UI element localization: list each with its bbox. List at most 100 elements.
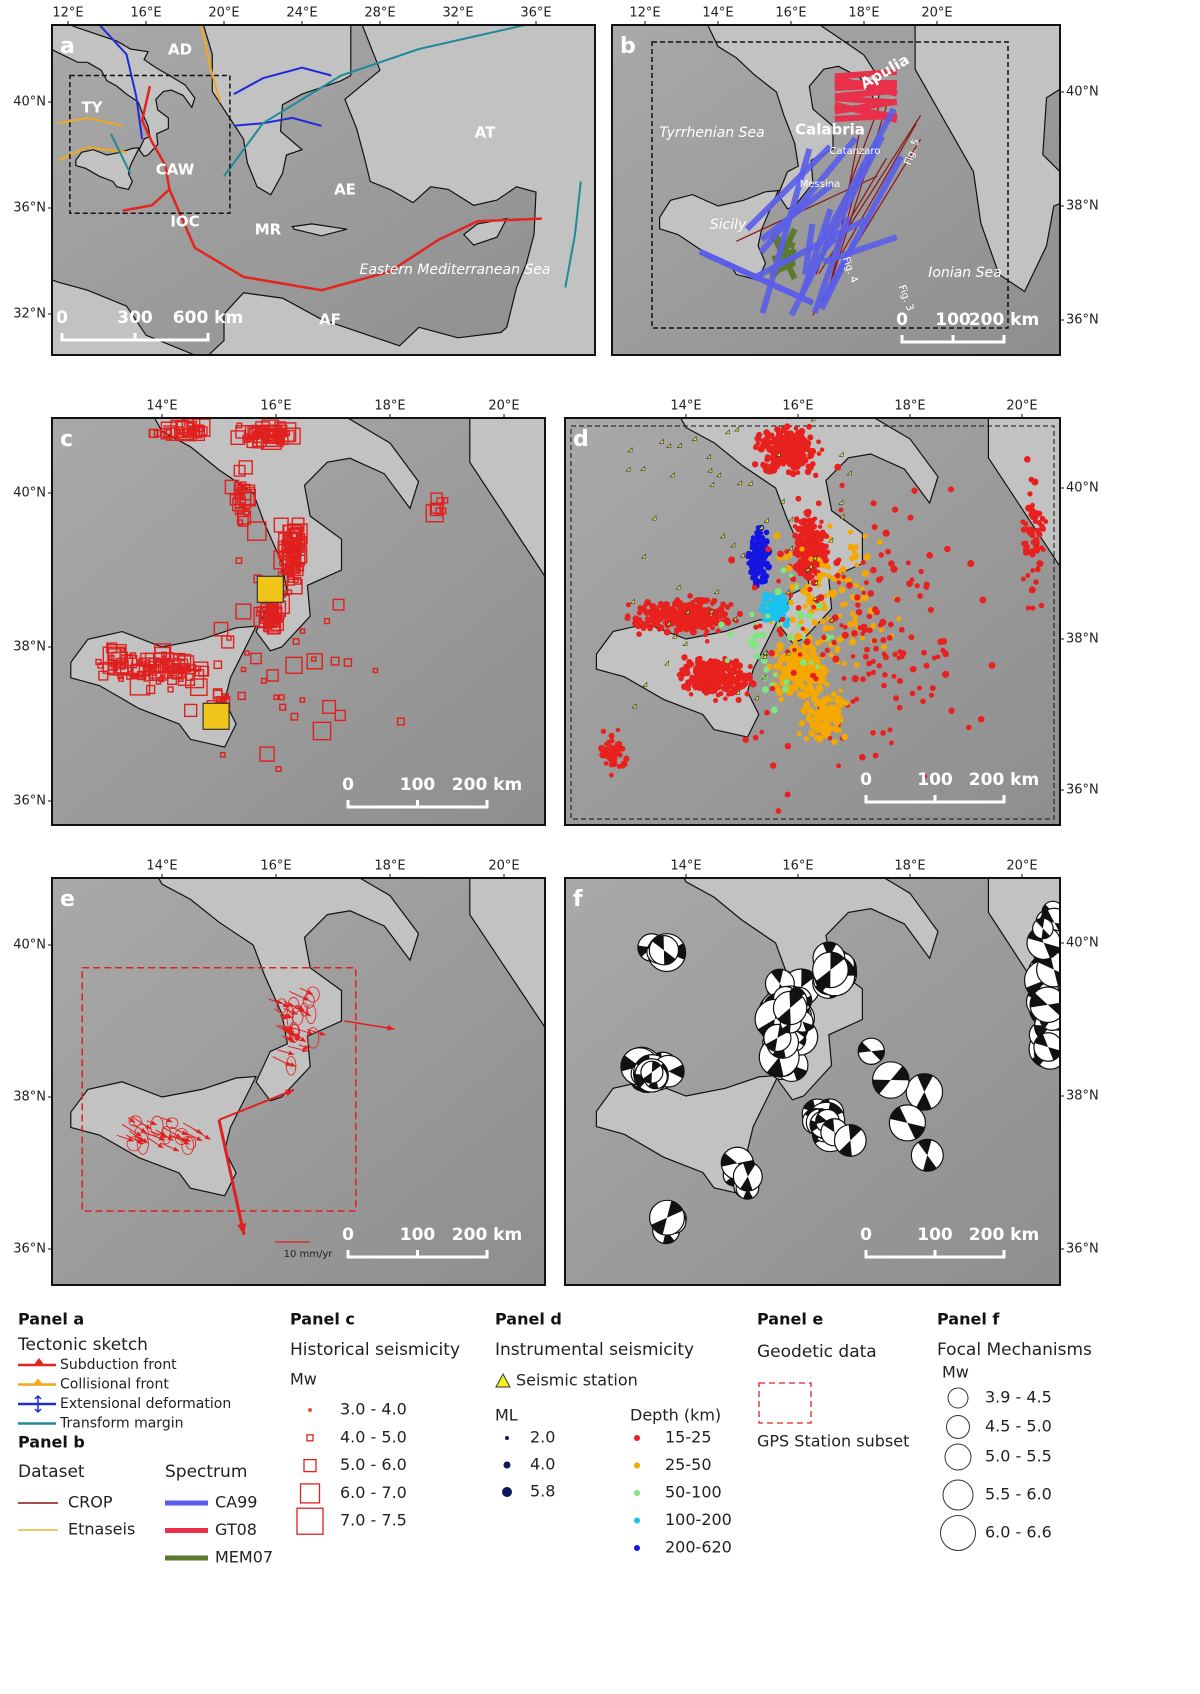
instrumental-event [855, 602, 861, 608]
station [640, 465, 646, 471]
instrumental-event [873, 645, 879, 652]
instrumental-event [813, 711, 821, 719]
instrumental-event [796, 668, 804, 675]
instrumental-event [926, 551, 934, 559]
instrumental-event [929, 685, 936, 692]
instrumental-event [797, 558, 804, 565]
historical-event [98, 670, 109, 681]
instrumental-event [820, 712, 827, 718]
instrumental-event [827, 735, 833, 741]
instrumental-event [753, 624, 759, 630]
instrumental-event [823, 593, 828, 598]
scale-label: 200 km [969, 770, 1039, 790]
instrumental-event [871, 524, 878, 530]
legend-dot [505, 1436, 509, 1440]
instrumental-event [609, 772, 614, 778]
instrumental-event [988, 662, 996, 669]
instrumental-event [878, 575, 884, 581]
instrumental-event [827, 704, 835, 712]
instrumental-event [794, 516, 800, 522]
instrumental-event [859, 635, 865, 641]
instrumental-event [602, 749, 610, 756]
instrumental-event [755, 541, 763, 549]
instrumental-event [851, 619, 858, 627]
instrumental-event [760, 657, 768, 665]
x-tick-label: 16°E [130, 6, 161, 21]
station [676, 442, 682, 448]
instrumental-event [796, 731, 802, 737]
station [713, 588, 719, 595]
instrumental-event [800, 587, 808, 595]
instrumental-event [769, 462, 776, 469]
legend-text: CROP [68, 1493, 113, 1512]
instrumental-event [705, 597, 711, 603]
focal-quadrant [643, 1061, 661, 1084]
arrow-head [181, 1130, 188, 1136]
velocity-arrow [344, 1020, 395, 1030]
instrumental-event [782, 621, 790, 629]
instrumental-event [921, 649, 927, 656]
instrumental-event [718, 621, 725, 628]
instrumental-event [822, 557, 829, 564]
instrumental-event [692, 613, 699, 620]
instrumental-event [712, 620, 719, 627]
station [811, 595, 818, 601]
instrumental-event [798, 720, 806, 727]
land [202, 25, 352, 196]
historical-event [285, 539, 293, 548]
instrumental-event [746, 561, 751, 566]
y-tick-label: 38°N [1066, 632, 1099, 647]
instrumental-event [716, 683, 723, 690]
arrow-head [300, 1036, 307, 1043]
historical-event [323, 618, 331, 625]
collisional-front [58, 116, 123, 127]
station [734, 426, 740, 432]
x-tick-label: 16°E [782, 859, 813, 874]
velocity-arrow [217, 1119, 246, 1236]
scale-label: 600 km [173, 308, 243, 328]
instrumental-event [807, 677, 814, 684]
instrumental-event [674, 597, 681, 603]
x-tick-label: 14°E [146, 399, 177, 414]
place-label: AD [168, 41, 192, 59]
instrumental-event [769, 762, 777, 769]
instrumental-event [854, 562, 860, 568]
instrumental-event [706, 682, 712, 688]
historical-event [273, 694, 279, 701]
land [469, 418, 545, 578]
ca99-line [788, 135, 885, 317]
historical-event [213, 621, 229, 637]
instrumental-event [786, 456, 792, 463]
legend-text: 6.0 - 6.6 [985, 1523, 1052, 1542]
legend-text: Focal Mechanisms [937, 1340, 1092, 1360]
station [811, 555, 817, 561]
instrumental-event [826, 573, 832, 579]
legend-circle [947, 1387, 969, 1409]
instrumental-event [775, 434, 781, 440]
instrumental-event [947, 486, 955, 493]
collisional-front [57, 146, 127, 162]
transform [110, 133, 132, 175]
station [761, 674, 767, 680]
panel-frame [51, 877, 546, 1286]
legend-square [308, 1408, 312, 1412]
arrow-head [204, 1134, 211, 1140]
scale-label: 100 [935, 310, 971, 330]
instrumental-event [789, 470, 797, 478]
legend-text: 7.0 - 7.5 [340, 1511, 407, 1530]
x-tick-label: 36°E [520, 6, 551, 21]
x-tick-label: 18°E [374, 399, 405, 414]
instrumental-event [759, 632, 767, 639]
instrumental-event [808, 647, 815, 654]
station [846, 470, 852, 476]
instrumental-event [792, 639, 798, 645]
station [675, 584, 681, 590]
instrumental-event [789, 583, 795, 589]
legend-text: 50-100 [665, 1483, 722, 1502]
instrumental-event [830, 634, 835, 640]
legend-dot [503, 1461, 511, 1469]
error-ellipse [305, 1004, 317, 1024]
focal-quadrant [652, 935, 676, 965]
instrumental-event [967, 559, 975, 568]
instrumental-event [803, 446, 809, 452]
